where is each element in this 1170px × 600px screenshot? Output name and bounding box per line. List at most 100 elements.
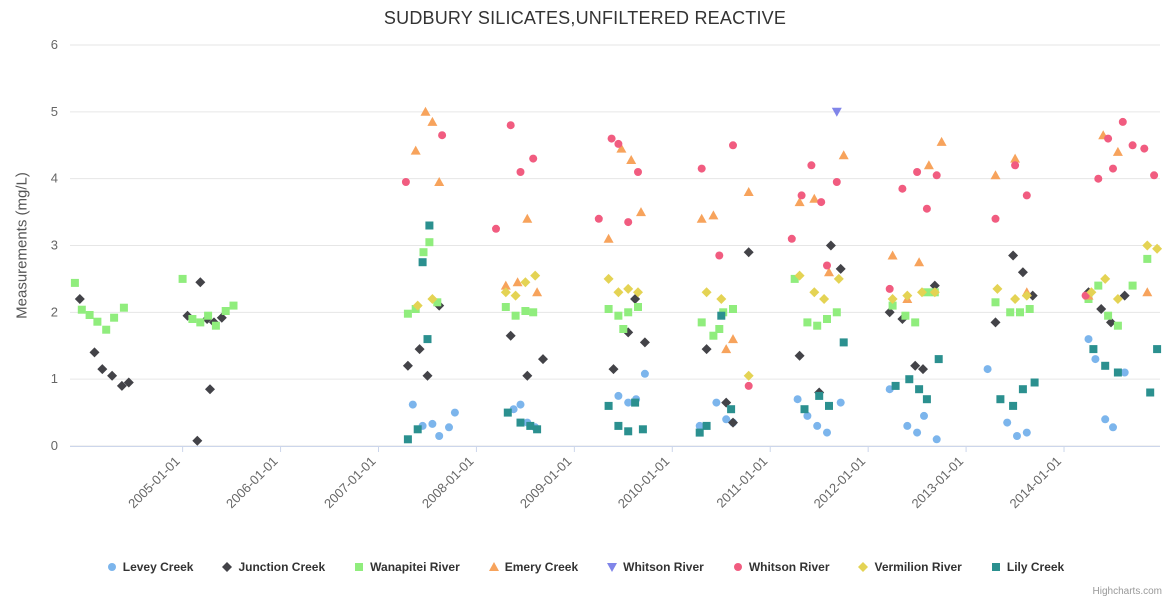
data-point bbox=[911, 318, 920, 327]
data-point bbox=[434, 177, 445, 186]
data-point bbox=[825, 240, 836, 251]
data-point bbox=[1104, 311, 1113, 320]
data-point bbox=[420, 106, 431, 116]
data-point bbox=[492, 224, 500, 233]
x-tick-label: 2012-01-01 bbox=[811, 454, 869, 512]
data-point bbox=[1112, 146, 1123, 156]
data-point bbox=[425, 238, 434, 247]
data-point bbox=[1113, 368, 1122, 377]
data-point bbox=[1086, 287, 1097, 298]
data-point bbox=[1113, 321, 1122, 330]
series-1-junction-creek bbox=[74, 240, 1130, 446]
legend-item-emery-creek-3[interactable]: Emery Creek bbox=[488, 560, 578, 574]
data-point bbox=[178, 274, 187, 283]
data-point bbox=[744, 381, 753, 390]
data-point bbox=[721, 344, 732, 354]
data-point bbox=[715, 325, 724, 333]
data-point bbox=[825, 401, 833, 410]
data-point bbox=[1106, 317, 1116, 328]
data-point bbox=[709, 331, 718, 340]
legend-item-whitson-river-5[interactable]: Whitson River bbox=[732, 560, 829, 574]
legend-marker-circle-icon bbox=[107, 563, 116, 571]
data-point bbox=[817, 198, 826, 207]
legend-marker-square-icon bbox=[355, 563, 364, 571]
data-point bbox=[697, 318, 706, 327]
series-6-vermilion-river bbox=[412, 240, 1163, 381]
data-point bbox=[221, 307, 230, 315]
data-point bbox=[505, 330, 516, 341]
data-point bbox=[991, 298, 1000, 307]
chart-title: SUDBURY SILICATES,UNFILTERED REACTIVE bbox=[383, 8, 787, 28]
data-point bbox=[1094, 174, 1103, 183]
data-point bbox=[729, 305, 737, 313]
data-point bbox=[623, 283, 634, 294]
data-point bbox=[1143, 254, 1152, 263]
data-point bbox=[903, 421, 912, 430]
legend-item-vermilion-river-6[interactable]: Vermilion River bbox=[857, 560, 962, 574]
data-point bbox=[1146, 388, 1155, 397]
data-point bbox=[74, 294, 85, 304]
data-point bbox=[695, 421, 704, 430]
data-point bbox=[932, 171, 941, 180]
data-point bbox=[1109, 164, 1117, 173]
data-point bbox=[403, 309, 412, 318]
legend-item-levey-creek-0[interactable]: Levey Creek bbox=[106, 560, 193, 574]
data-point bbox=[401, 178, 410, 186]
data-point bbox=[717, 311, 726, 320]
data-point bbox=[743, 370, 754, 381]
legend-label: Emery Creek bbox=[504, 560, 579, 574]
data-point bbox=[1109, 423, 1117, 432]
data-point bbox=[728, 417, 738, 428]
data-point bbox=[1011, 161, 1020, 170]
data-point bbox=[107, 370, 118, 381]
data-point bbox=[922, 395, 931, 404]
data-point bbox=[915, 385, 924, 394]
data-point bbox=[708, 210, 719, 220]
data-point bbox=[1152, 243, 1163, 254]
data-point bbox=[839, 338, 848, 347]
data-point bbox=[619, 325, 628, 333]
data-point bbox=[1112, 294, 1123, 304]
data-point bbox=[793, 395, 802, 404]
legend-item-wanapitei-river-2[interactable]: Wanapitei River bbox=[353, 560, 460, 574]
data-point bbox=[1101, 415, 1110, 424]
data-point bbox=[891, 381, 900, 390]
data-point bbox=[603, 273, 614, 284]
data-point bbox=[445, 423, 453, 432]
data-point bbox=[604, 401, 613, 410]
legend-item-whitson-river-4[interactable]: Whitson River bbox=[606, 560, 704, 574]
data-point bbox=[885, 284, 894, 293]
legend-item-lily-creek-7[interactable]: Lily Creek bbox=[990, 560, 1064, 574]
data-point bbox=[1084, 335, 1093, 344]
data-point bbox=[624, 218, 633, 227]
legend-item-junction-creek-1[interactable]: Junction Creek bbox=[221, 560, 325, 574]
data-point bbox=[1100, 273, 1111, 284]
y-tick-label: 0 bbox=[51, 438, 58, 453]
data-point bbox=[123, 377, 134, 388]
data-point bbox=[824, 267, 834, 277]
data-point bbox=[403, 435, 412, 444]
series-3-emery-creek bbox=[410, 106, 1153, 354]
data-point bbox=[205, 384, 215, 395]
data-point bbox=[211, 321, 220, 330]
data-point bbox=[516, 400, 525, 409]
data-point bbox=[516, 168, 525, 176]
data-point bbox=[888, 301, 897, 310]
data-point bbox=[835, 263, 846, 274]
data-point bbox=[77, 305, 86, 314]
data-point bbox=[983, 365, 992, 374]
data-point bbox=[1025, 305, 1034, 313]
data-point bbox=[813, 321, 822, 330]
credits-link[interactable]: Highcharts.com bbox=[1092, 586, 1162, 597]
series-5-whitson-river bbox=[401, 117, 1159, 390]
data-point bbox=[815, 391, 824, 400]
data-point bbox=[532, 287, 543, 297]
data-point bbox=[500, 280, 511, 290]
data-point bbox=[1016, 308, 1024, 317]
data-point bbox=[832, 178, 841, 186]
y-tick-label: 5 bbox=[51, 104, 58, 119]
data-point bbox=[1013, 432, 1021, 440]
data-point bbox=[614, 391, 623, 400]
data-point bbox=[195, 277, 206, 288]
